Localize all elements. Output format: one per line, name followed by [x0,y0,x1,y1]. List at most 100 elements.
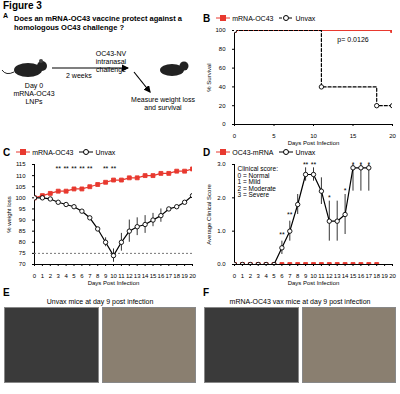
svg-text:6: 6 [80,273,84,279]
svg-text:80: 80 [219,46,226,52]
svg-text:11: 11 [118,273,125,279]
svg-text:*: * [360,161,363,168]
svg-text:9: 9 [104,273,108,279]
svg-text:16: 16 [358,273,365,279]
svg-text:Days Post Infection: Days Post Infection [288,140,340,146]
html-text:Figure 3: Figure 3 [3,0,42,11]
svg-text:9: 9 [304,273,308,279]
html-text:OC43-NV intranasal challenge: OC43-NV intranasal challenge [95,50,127,73]
svg-text:8: 8 [296,273,300,279]
svg-text:20: 20 [389,133,396,139]
svg-text:70: 70 [19,261,26,267]
svg-text:5: 5 [272,273,276,279]
svg-text:5: 5 [272,133,276,139]
svg-text:19: 19 [181,273,188,279]
svg-text:10: 10 [310,133,317,139]
svg-text:4: 4 [64,273,68,279]
svg-text:p= 0.0126: p= 0.0126 [337,36,368,44]
svg-text:**: ** [111,165,117,172]
svg-text:17: 17 [365,273,372,279]
svg-text:**: ** [55,165,61,172]
svg-text:3: 3 [57,273,61,279]
svg-text:2.0: 2.0 [217,195,226,201]
svg-text:18: 18 [173,273,180,279]
svg-text:20: 20 [219,103,226,109]
svg-text:2: 2 [49,273,53,279]
svg-text:12: 12 [126,273,133,279]
svg-text:14: 14 [342,273,349,279]
svg-text:40: 40 [219,84,226,90]
svg-text:100: 100 [215,27,226,33]
svg-text:Days Post Infection: Days Post Infection [88,280,140,286]
svg-text:**: ** [79,165,85,172]
html-text:Measure weight loss and surviv: Measure weight loss and survival [131,96,195,111]
svg-text:**: ** [303,161,309,168]
svg-text:**: ** [63,165,69,172]
svg-text:**: ** [287,211,293,218]
svg-text:8: 8 [96,273,100,279]
html-text:mRNA-OC43 LNPs: mRNA-OC43 LNPs [13,90,55,105]
svg-text:14: 14 [142,273,149,279]
svg-text:*: * [352,161,355,168]
svg-text:12: 12 [326,273,333,279]
svg-text:0: 0 [33,273,37,279]
svg-text:1.0: 1.0 [217,228,226,234]
svg-text:17: 17 [165,273,172,279]
svg-text:6: 6 [280,273,284,279]
svg-text:15: 15 [350,133,357,139]
svg-text:11: 11 [318,273,325,279]
svg-text:% weight loss: % weight loss [6,196,12,233]
svg-text:Clinical score:0 = Normal1 = M: Clinical score:0 = Normal1 = Mild2 = Mod… [238,165,279,198]
svg-text:Average Clinical Score: Average Clinical Score [206,184,212,245]
svg-text:% Survival: % Survival [206,63,212,91]
html-text:mRNA-OC43: mRNA-OC43 [232,14,274,22]
svg-text:13: 13 [134,273,141,279]
svg-text:**: ** [103,165,109,172]
svg-text:**: ** [311,161,317,168]
html-text:Does an mRNA-OC43 vaccine prot: Does an mRNA-OC43 vaccine protect agains… [14,14,182,32]
svg-text:18: 18 [373,273,380,279]
svg-text:115: 115 [16,161,26,167]
svg-text:5: 5 [72,273,76,279]
svg-text:1: 1 [41,273,45,279]
svg-text:0: 0 [233,273,237,279]
html-text:Unvax: Unvax [295,14,316,22]
svg-text:15: 15 [350,273,357,279]
svg-text:*: * [367,161,370,168]
svg-text:7: 7 [288,273,292,279]
svg-text:20: 20 [189,273,196,279]
svg-text:10: 10 [110,273,117,279]
svg-text:*: * [328,194,331,201]
svg-text:75: 75 [19,250,26,256]
svg-text:80: 80 [19,239,26,245]
svg-text:110: 110 [16,173,26,179]
svg-text:3: 3 [257,273,261,279]
svg-text:**: ** [71,165,77,172]
svg-text:16: 16 [158,273,165,279]
svg-text:Days Post Infection: Days Post Infection [288,280,340,286]
svg-text:10: 10 [310,273,317,279]
svg-text:3.0: 3.0 [217,161,226,167]
svg-text:**: ** [279,231,285,238]
html-text:C: C [3,146,11,158]
svg-text:60: 60 [219,65,226,71]
svg-text:20: 20 [389,273,396,279]
svg-text:0: 0 [222,121,226,127]
svg-text:100: 100 [15,195,26,201]
svg-text:85: 85 [19,228,26,234]
svg-text:15: 15 [150,273,157,279]
svg-text:90: 90 [19,217,26,223]
svg-text:7: 7 [88,273,92,279]
svg-text:*: * [344,187,347,194]
svg-text:4: 4 [264,273,268,279]
svg-text:105: 105 [15,184,26,190]
svg-text:19: 19 [381,273,388,279]
svg-text:13: 13 [334,273,341,279]
svg-text:95: 95 [19,206,26,212]
html-text:B: B [203,12,211,24]
svg-text:0.0: 0.0 [217,261,226,267]
svg-text:2: 2 [249,273,253,279]
svg-text:0: 0 [233,133,237,139]
svg-text:1: 1 [241,273,245,279]
svg-text:**: ** [87,165,93,172]
